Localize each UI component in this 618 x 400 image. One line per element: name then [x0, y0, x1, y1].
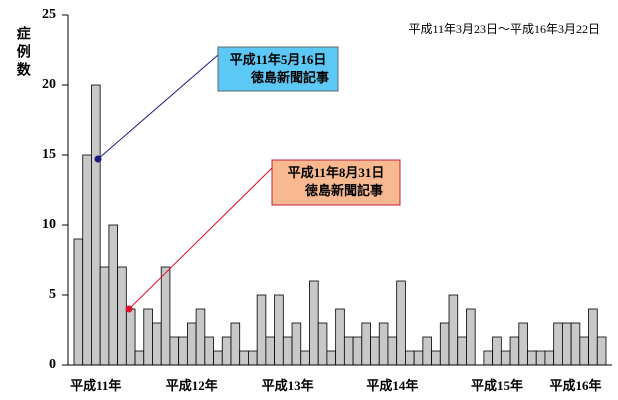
bar [466, 308, 476, 366]
bar [570, 322, 581, 366]
bar [134, 350, 145, 366]
callout-dot [94, 155, 102, 163]
callout-line [97, 54, 219, 160]
bar [431, 350, 441, 366]
bar [117, 266, 127, 366]
callout-text: 平成11年8月31日 [288, 165, 385, 180]
bar [326, 350, 337, 366]
bar [108, 224, 119, 366]
bar [579, 336, 589, 366]
callout-line [128, 167, 273, 310]
bar [152, 322, 162, 366]
bar [309, 280, 319, 366]
callout-text: 平成11年5月16日 [230, 52, 327, 67]
bar [405, 350, 415, 366]
bar [387, 336, 398, 366]
x-tick-label: 平成11年 [70, 378, 121, 393]
bar [143, 308, 153, 366]
bar [186, 322, 197, 366]
bar [500, 350, 511, 366]
bar [274, 294, 284, 366]
bar [422, 336, 432, 366]
callout-text: 徳島新聞記事 [304, 183, 383, 198]
y-tick-label: 25 [42, 7, 56, 22]
bar [544, 350, 555, 366]
y-tick-label: 15 [42, 147, 56, 162]
bar [396, 280, 406, 366]
bar [535, 350, 546, 366]
x-tick-label: 平成15年 [471, 378, 523, 393]
x-tick-label: 平成16年 [549, 378, 601, 393]
x-tick-label: 平成12年 [166, 378, 218, 393]
bar [527, 350, 537, 366]
bar [509, 336, 520, 366]
bar [561, 322, 572, 366]
callout-dot [125, 305, 133, 313]
bar [91, 84, 101, 366]
x-tick-label: 平成14年 [366, 378, 418, 393]
y-tick-label: 0 [49, 357, 56, 372]
bar [282, 336, 293, 366]
period-label: 平成11年3月23日〜平成16年3月22日 [408, 22, 600, 36]
bar [335, 308, 345, 366]
callout-box [271, 159, 401, 206]
bar [448, 294, 459, 366]
y-axis-label: 症例数 [15, 25, 31, 80]
bar [230, 322, 241, 366]
bar [596, 336, 607, 366]
bar [221, 336, 232, 366]
bar [82, 154, 92, 366]
bar [492, 336, 502, 366]
bar [239, 350, 249, 366]
bar [483, 350, 494, 366]
bar [588, 308, 598, 366]
bar [291, 322, 302, 366]
bar [265, 336, 275, 366]
bar [99, 266, 110, 366]
bar [553, 322, 563, 366]
bar [439, 322, 450, 366]
bar [361, 322, 371, 366]
bar [317, 322, 328, 366]
bar [370, 336, 380, 366]
bar [413, 350, 424, 366]
bar [378, 322, 389, 366]
bar [178, 336, 188, 366]
y-tick-label: 20 [42, 77, 56, 92]
bar [195, 308, 206, 366]
bar [248, 350, 258, 366]
y-tick-label: 5 [49, 287, 56, 302]
callout-text: 徳島新聞記事 [250, 70, 329, 85]
callout-box [217, 46, 339, 92]
bar [169, 336, 180, 366]
bar [300, 350, 310, 366]
bar [204, 336, 214, 366]
bar [457, 336, 467, 366]
bar [256, 294, 267, 366]
bar [213, 350, 223, 366]
bar [125, 308, 136, 366]
x-tick-label: 平成13年 [262, 378, 314, 393]
bar [343, 336, 354, 366]
bar [73, 238, 84, 366]
bar [352, 336, 363, 366]
bar [160, 266, 171, 366]
bar [518, 322, 528, 366]
y-tick-label: 10 [42, 217, 56, 232]
